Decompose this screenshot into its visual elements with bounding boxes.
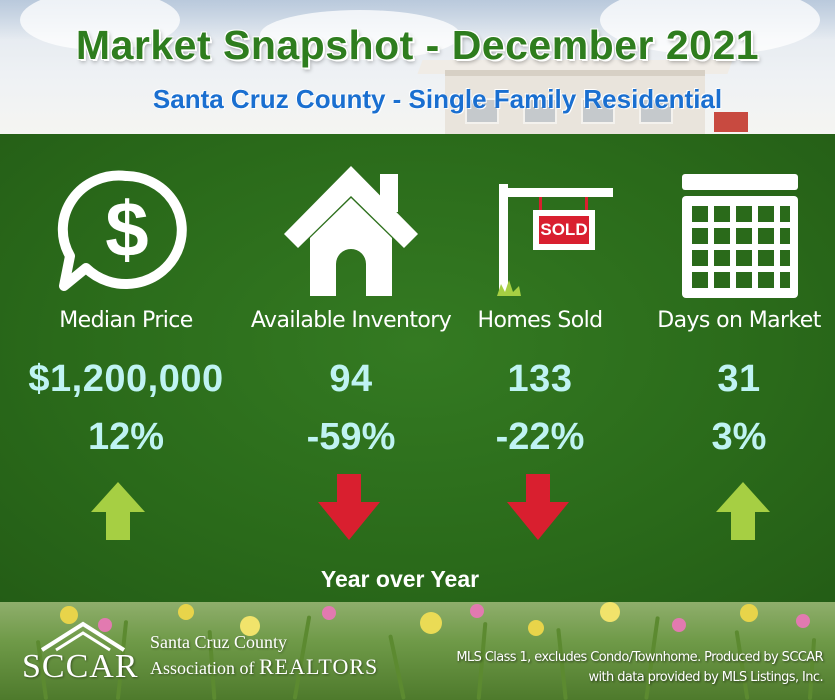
metric-change: 3% [711,416,767,458]
flower [600,602,620,622]
metric-value: 31 [717,358,761,400]
header-banner: Market Snapshot - December 2021 Santa Cr… [0,0,835,134]
year-over-year-label: Year over Year [320,566,480,592]
metric-change: -59% [306,416,396,458]
metric-label: Days on Market [657,308,821,333]
sold-sign-text: SOLD [540,220,588,239]
flower [178,604,194,620]
cloud [20,0,180,50]
building-window [581,98,615,124]
dollar-speech-bubble-icon: $ [57,170,187,291]
flower [740,604,758,622]
flower [322,606,336,620]
svg-text:$: $ [105,185,148,273]
calendar-icon [682,174,798,298]
flower [470,604,484,618]
page-title: Market Snapshot - December 2021 [75,22,760,68]
roof-icon [40,621,126,652]
footer-banner: SCCAR Santa Cruz County Association of R… [0,602,835,700]
house-icon [284,166,418,296]
page-subtitle: Santa Cruz County - Single Family Reside… [152,84,723,114]
building-window [639,98,673,124]
metric-label: Median Price [59,308,193,333]
metric-change: 12% [87,416,165,458]
down-arrow-icon [318,474,380,540]
flower [240,616,260,636]
association-prefix: Association of [150,658,255,678]
building-window [523,98,557,124]
flower [60,606,78,624]
flower [420,612,442,634]
data-source-credit: MLS Class 1, excludes Condo/Townhome. Pr… [423,648,823,688]
metric-value: $1,200,000 [28,358,224,400]
flower [796,614,810,628]
grass-blade [388,634,406,700]
flower [98,618,112,632]
flower [672,618,686,632]
up-arrow-icon [716,482,770,540]
metric-change: -22% [495,416,585,458]
up-arrow-icon [91,482,145,540]
association-name-line2: Association of REALTORS [150,654,378,680]
credit-line: MLS Class 1, excludes Condo/Townhome. Pr… [456,650,823,665]
building [445,70,705,134]
flower [528,620,544,636]
cloud [600,0,820,55]
metric-label: Available Inventory [250,308,452,333]
cloud [260,10,460,60]
association-name-line1: Santa Cruz County [150,632,287,652]
sold-sign-icon [497,184,613,296]
metrics-panel: $ Median Price $1,200,000 12% Available … [0,134,835,602]
building-window [465,98,499,124]
building-red-accent [714,112,748,132]
down-arrow-icon [507,474,569,540]
association-realtors: REALTORS [258,654,379,679]
sccar-logo: SCCAR Santa Cruz County Association of R… [20,610,380,696]
credit-line: with data provided by MLS Listings, Inc. [588,670,824,685]
metric-label: Homes Sold [477,308,604,333]
logo-wordmark: SCCAR [22,648,139,685]
metric-value: 94 [329,358,373,400]
metric-value: 133 [507,358,573,400]
